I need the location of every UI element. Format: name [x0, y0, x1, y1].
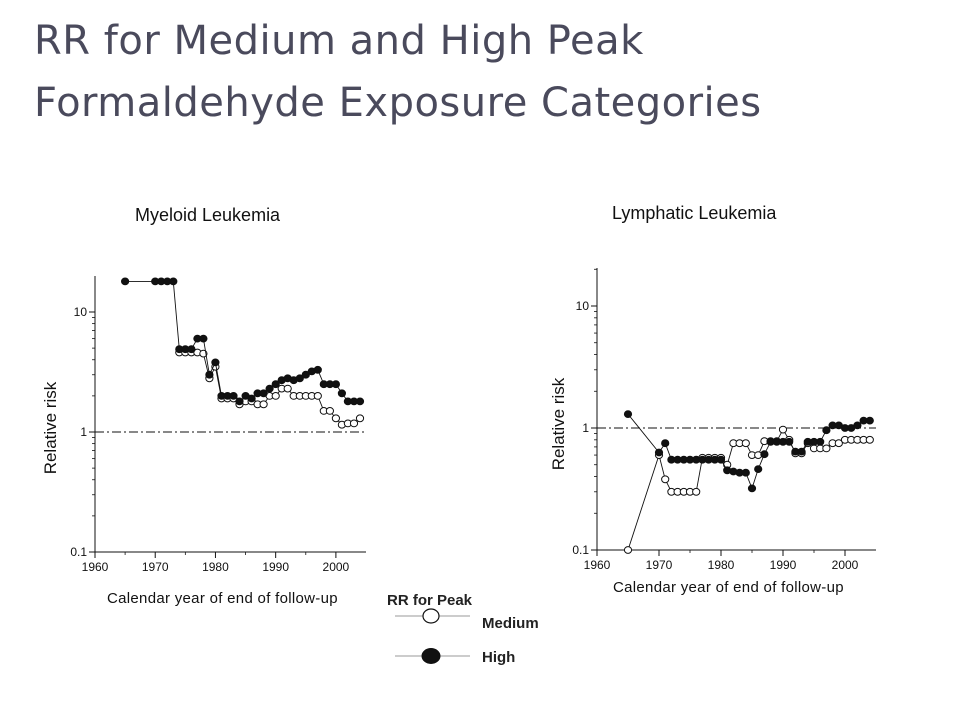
lymph-high-point: [716, 455, 726, 464]
myeloid-x-tick-label: 1990: [262, 560, 289, 574]
lymph-medium-point: [778, 425, 788, 434]
lymph-high-point: [741, 468, 750, 477]
lymph-medium-point: [692, 487, 701, 496]
myeloid-high-point: [331, 380, 340, 389]
lymph-high-point: [754, 465, 763, 474]
lymph-x-tick-label: 1960: [584, 558, 611, 572]
slide-title-line-2: Formaldehyde Exposure Categories: [34, 80, 762, 126]
myeloid-medium-point: [355, 414, 365, 423]
lymph-x-tick-label: 1980: [708, 558, 735, 572]
myeloid-x-tick-label: 1960: [82, 560, 109, 574]
myeloid-high-point: [187, 345, 196, 354]
lymph-x-tick-label: 1970: [646, 558, 673, 572]
slide-title-line-1: RR for Medium and High Peak: [34, 18, 644, 64]
myeloid-high-point: [211, 358, 220, 367]
lymph-y-tick-label: 10: [576, 299, 590, 313]
myeloid-x-tick-label: 1980: [202, 560, 229, 574]
lymph-high-point: [623, 410, 633, 419]
lymph-medium-point: [623, 546, 633, 554]
lymph-high-point: [661, 439, 670, 448]
myeloid-high-point: [205, 370, 214, 379]
lymph-y-axis-label: Relative risk: [549, 377, 568, 470]
lymph-high-point: [747, 484, 757, 493]
myeloid-high-point: [169, 277, 178, 286]
lymph-medium-point: [834, 439, 843, 448]
lymph-medium-point: [661, 475, 670, 484]
lymph-high-point: [785, 437, 794, 446]
myeloid-medium-point: [271, 392, 280, 400]
lymph-medium-point: [741, 439, 750, 448]
lymphatic-chart-title: Lymphatic Leukemia: [612, 203, 777, 223]
myeloid-medium-point: [259, 400, 268, 409]
lymph-high-point: [760, 450, 769, 459]
myeloid-high-point: [199, 334, 208, 343]
lymph-high-point: [822, 426, 831, 435]
lymph-x-tick-label: 1990: [770, 558, 797, 572]
lymph-y-tick-label: 0.1: [572, 543, 589, 557]
myeloid-high-point: [265, 384, 274, 393]
lymph-medium-point: [822, 444, 831, 453]
myeloid-high-point: [337, 389, 346, 398]
myeloid-x-tick-label: 2000: [323, 560, 350, 574]
myeloid-high-point: [229, 392, 238, 400]
myeloid-high-point: [121, 277, 130, 286]
lymph-y-tick-label: 1: [582, 421, 589, 435]
myeloid-y-tick-label: 10: [74, 305, 88, 319]
lymph-high-point: [816, 437, 825, 446]
lymph-high-point: [797, 447, 806, 456]
lymph-x-axis-label: Calendar year of end of follow-up: [613, 579, 844, 596]
myeloid-medium-point: [313, 392, 322, 400]
slide-title: RR for Medium and High Peak Formaldehyde…: [34, 10, 934, 134]
myeloid-y-tick-label: 0.1: [70, 545, 87, 559]
myeloid-y-tick-label: 1: [80, 425, 87, 439]
myeloid-high-point: [295, 374, 304, 383]
myeloid-high-point: [271, 380, 280, 389]
myeloid-high-point: [235, 397, 244, 406]
myeloid-chart-title: Myeloid Leukemia: [135, 205, 281, 225]
myeloid-medium-point: [349, 419, 359, 428]
myeloid-x-tick-label: 1970: [142, 560, 169, 574]
lymph-high-point: [654, 448, 664, 457]
myeloid-medium-point: [283, 384, 292, 393]
lymph-medium-point: [865, 435, 874, 444]
myeloid-high-point: [313, 365, 322, 374]
myeloid-high-point: [259, 389, 268, 398]
lymph-x-tick-label: 2000: [832, 558, 859, 572]
lymph-high-point: [853, 421, 862, 430]
lymph-high-point: [865, 416, 874, 425]
myeloid-high-point: [355, 397, 365, 406]
myeloid-x-axis-label: Calendar year of end of follow-up: [107, 590, 338, 607]
myeloid-medium-point: [325, 407, 334, 415]
myeloid-high-point: [247, 394, 256, 403]
myeloid-y-axis-label: Relative risk: [41, 381, 60, 474]
myeloid-medium-point: [331, 414, 340, 423]
